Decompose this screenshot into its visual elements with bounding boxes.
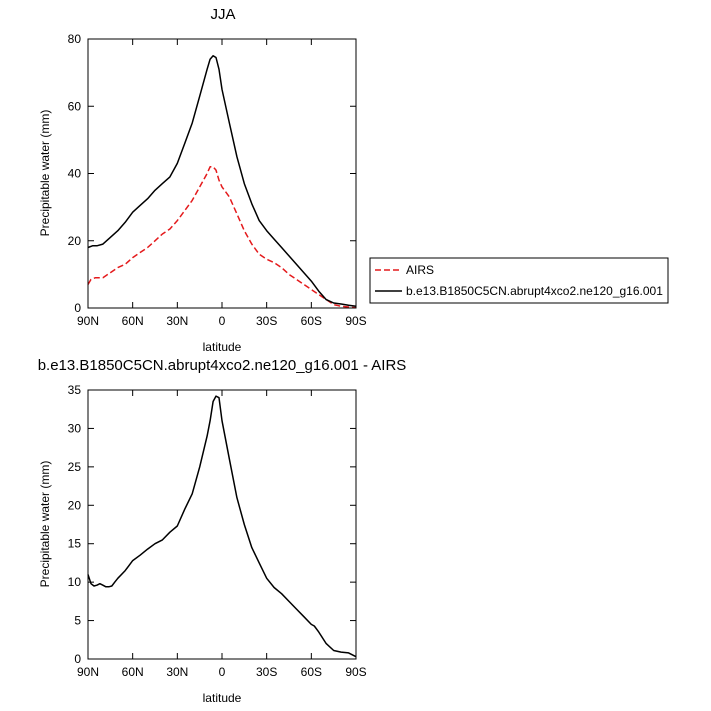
- top-y-tick-label-3: 60: [68, 99, 82, 113]
- top-plot-marks: 90N 60N 30N 0 30S 60S 90S 0 20 40 60 80: [68, 32, 367, 328]
- bottom-x-tick-label-2: 30N: [166, 665, 188, 679]
- top-x-tick-label-1: 60N: [122, 314, 144, 328]
- top-x-tick-label-4: 30S: [256, 314, 277, 328]
- bottom-x-axis-label: latitude: [203, 691, 242, 705]
- bottom-x-tick-label-3: 0: [219, 665, 226, 679]
- top-panel: JJA 90N 60N 30N 0 30S 60S 90S 0 20 40 60 80 latitud…: [38, 6, 367, 354]
- legend: AIRS b.e13.B1850C5CN.abrupt4xco2.ne120_g…: [369, 257, 669, 304]
- top-y-tick-label-4: 80: [68, 32, 82, 46]
- top-y-axis-label: Precipitable water (mm): [38, 110, 52, 237]
- bottom-series-line-0: [87, 395, 357, 658]
- bottom-x-tick-label-0: 90N: [77, 665, 99, 679]
- legend-label-airs: AIRS: [406, 263, 434, 277]
- bottom-y-tick-label-4: 20: [68, 498, 82, 512]
- legend-box: [369, 257, 669, 304]
- bottom-panel: b.e13.B1850C5CN.abrupt4xco2.ne120_g16.00…: [38, 357, 407, 705]
- top-x-tick-label-2: 30N: [166, 314, 188, 328]
- bottom-y-tick-label-1: 5: [74, 614, 81, 628]
- top-y-tick-label-1: 20: [68, 234, 82, 248]
- bottom-plot-frame: [87, 389, 357, 660]
- bottom-plot-title: b.e13.B1850C5CN.abrupt4xco2.ne120_g16.00…: [38, 357, 407, 374]
- top-y-tick-label-2: 40: [68, 167, 82, 181]
- bottom-x-tick-label-6: 90S: [345, 665, 366, 679]
- bottom-y-tick-label-6: 30: [68, 421, 82, 435]
- top-x-tick-label-6: 90S: [345, 314, 366, 328]
- bottom-y-tick-label-5: 25: [68, 460, 82, 474]
- bottom-x-tick-label-1: 60N: [122, 665, 144, 679]
- bottom-y-tick-label-2: 10: [68, 575, 82, 589]
- top-x-axis-label: latitude: [203, 340, 242, 354]
- bottom-y-axis-label: Precipitable water (mm): [38, 461, 52, 588]
- top-series-line-1: [87, 55, 357, 308]
- top-plot-frame: [87, 38, 357, 309]
- top-x-tick-label-5: 60S: [301, 314, 322, 328]
- bottom-y-tick-label-7: 35: [68, 383, 82, 397]
- legend-label-model: b.e13.B1850C5CN.abrupt4xco2.ne120_g16.00…: [406, 284, 663, 298]
- top-series-line-0: [87, 166, 357, 309]
- top-y-tick-label-0: 0: [74, 301, 81, 315]
- bottom-x-tick-label-5: 60S: [301, 665, 322, 679]
- bottom-plot-marks: 90N 60N 30N 0 30S 60S 90S 0 5 10 15 20 25 30 35: [68, 383, 367, 679]
- top-x-tick-label-0: 90N: [77, 314, 99, 328]
- bottom-y-tick-label-0: 0: [74, 652, 81, 666]
- bottom-x-tick-label-4: 30S: [256, 665, 277, 679]
- top-x-tick-label-3: 0: [219, 314, 226, 328]
- top-plot-title: JJA: [210, 6, 235, 23]
- bottom-y-tick-label-3: 15: [68, 537, 82, 551]
